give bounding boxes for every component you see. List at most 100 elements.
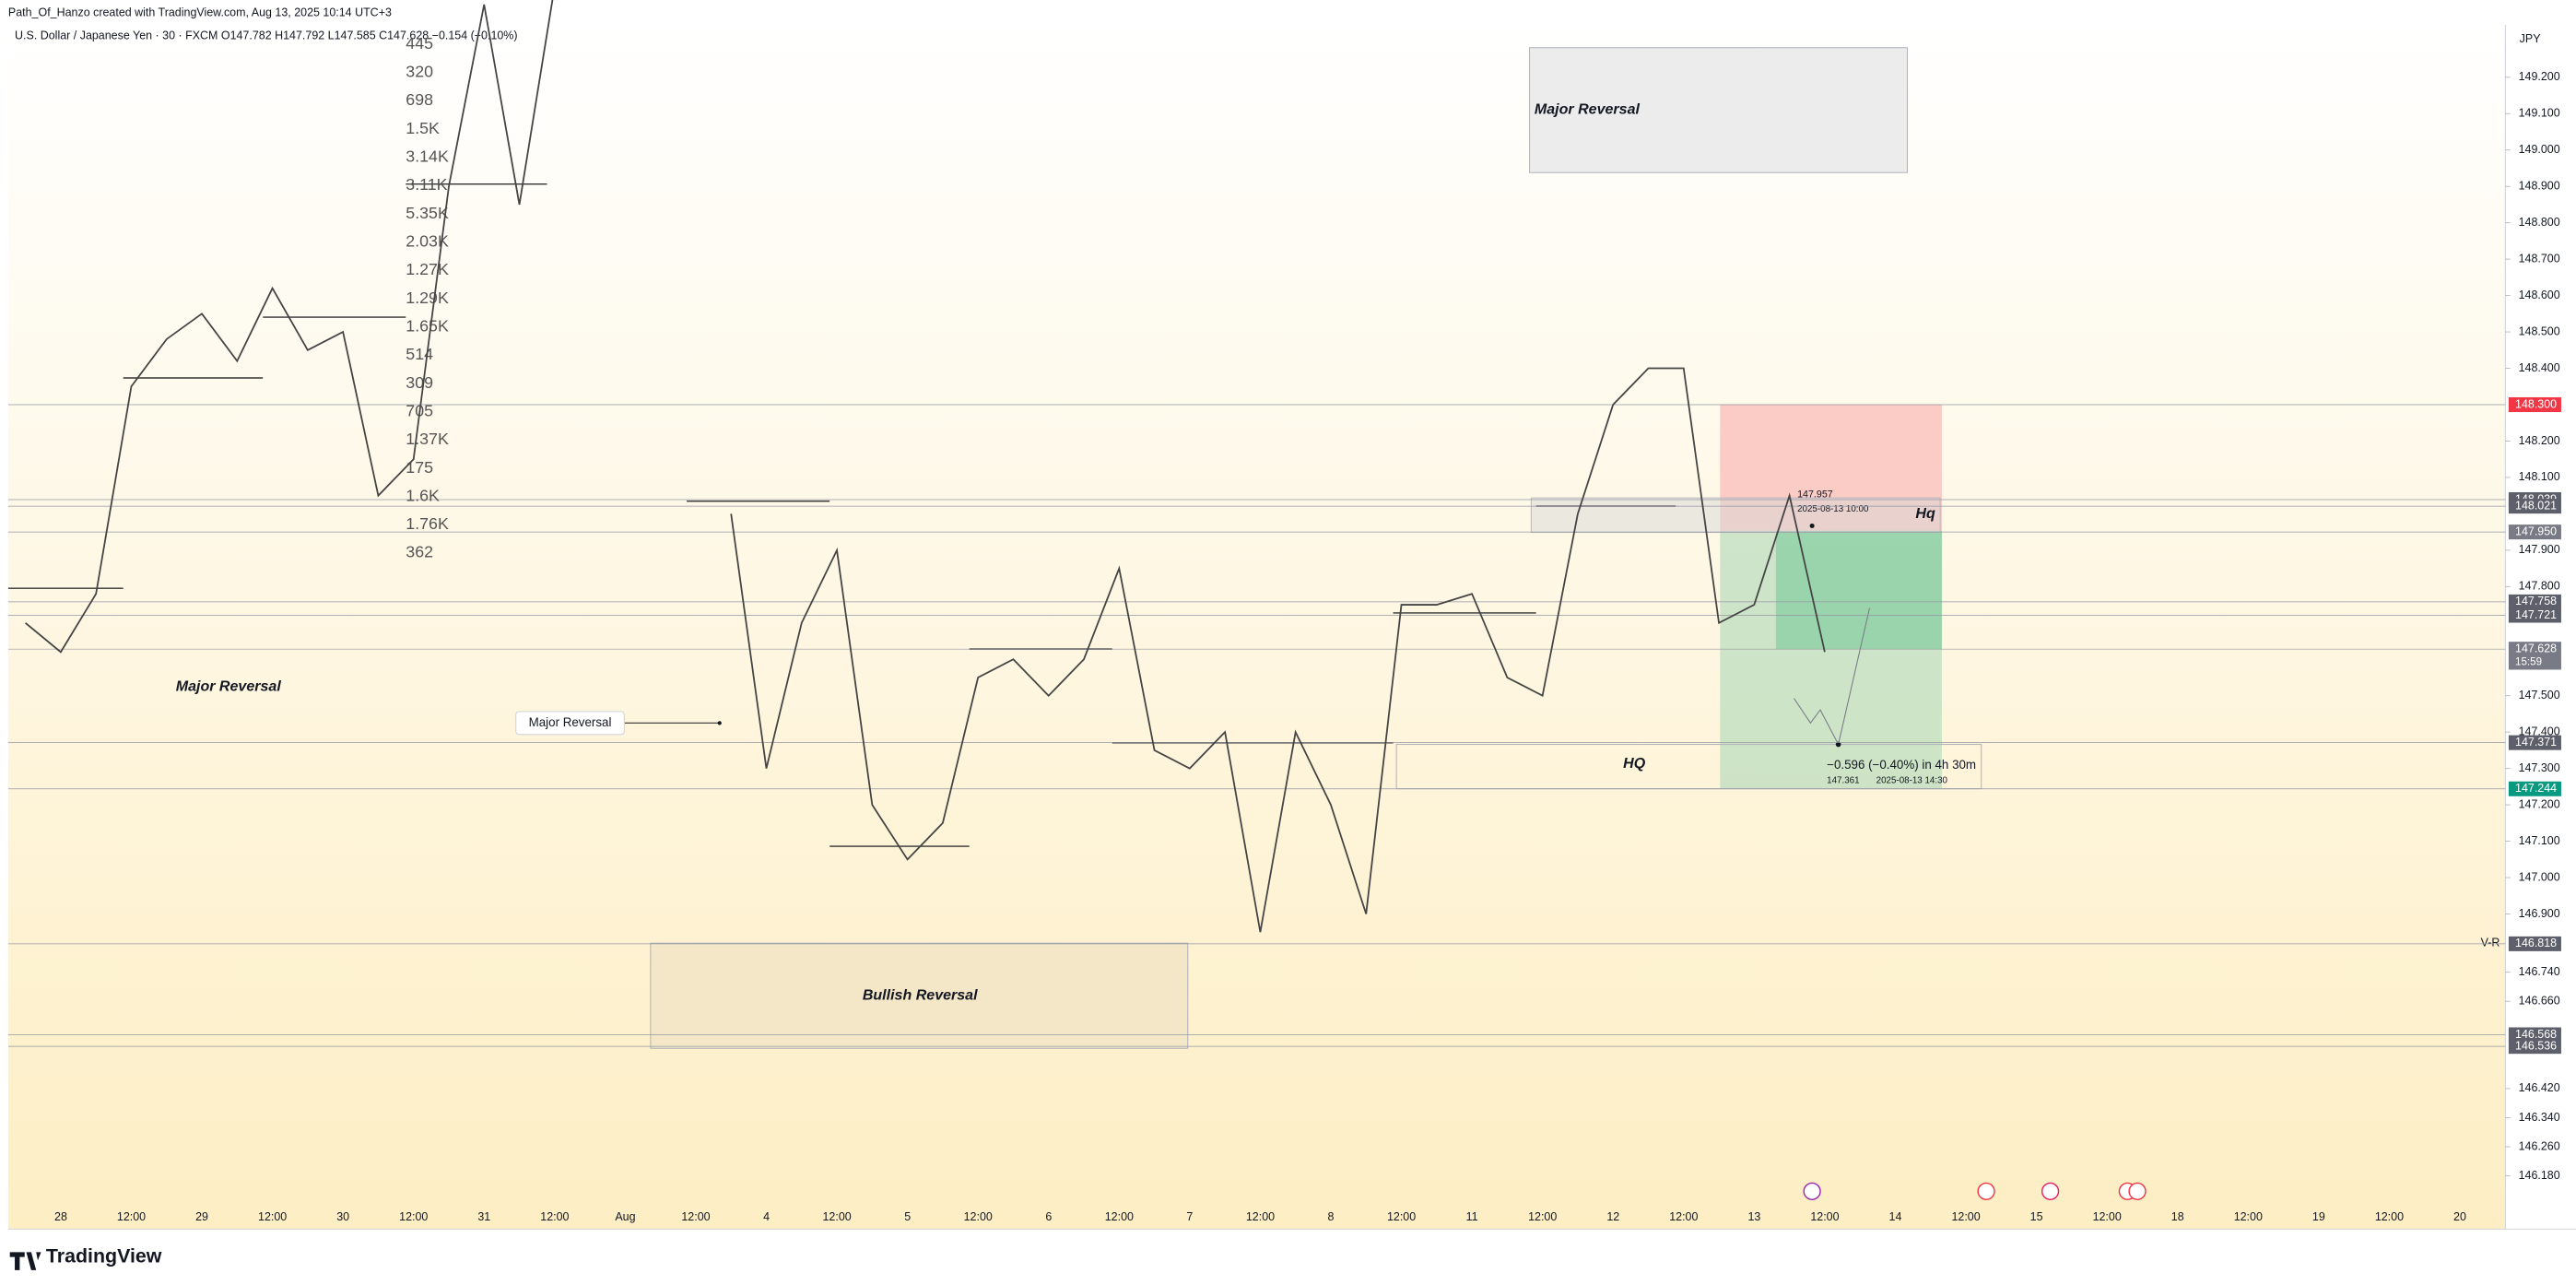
price-tag-label: 146.568 [2515, 1028, 2557, 1041]
time-tick-label: 11 [1466, 1210, 1478, 1223]
price-tag-label: 146.818 [2515, 937, 2557, 949]
time-tick-label: 19 [2312, 1210, 2325, 1223]
time-tick-label: 12:00 [2375, 1210, 2404, 1223]
volume-label: 698 [406, 90, 433, 109]
time-tick-label: 12:00 [540, 1210, 569, 1223]
label-text: Major Reversal [529, 715, 612, 729]
price-tag [2508, 607, 2561, 623]
time-tick-label: 31 [477, 1210, 490, 1223]
price-line [25, 0, 554, 654]
countdown: 15:59 [2515, 657, 2542, 668]
time-tick-label: 12:00 [823, 1210, 852, 1223]
price-tick-label: 147.800 [2519, 580, 2560, 593]
time-tick-label: 5 [904, 1210, 911, 1223]
point-marker [1809, 523, 1815, 528]
price-tick-label: 146.740 [2519, 965, 2560, 978]
price-tick-label: 147.000 [2519, 870, 2560, 883]
price-tag [2508, 499, 2561, 514]
time-tick-label: 7 [1186, 1210, 1193, 1223]
volume-label: 514 [406, 345, 433, 363]
time-tick-label: 18 [2171, 1210, 2184, 1223]
price-tick-label: 148.600 [2519, 289, 2560, 301]
volume-label: 1.65K [406, 316, 449, 335]
price-tick-label: 146.900 [2519, 907, 2560, 920]
time-tick-label: 12:00 [1528, 1210, 1557, 1223]
hq-zone [1530, 497, 1941, 534]
price-tag [2508, 735, 2561, 750]
price-tick-label: 148.700 [2519, 252, 2560, 265]
price-tick-label: 146.340 [2519, 1111, 2560, 1124]
price-tick-label: 146.260 [2519, 1139, 2560, 1152]
price-tag-label: 148.300 [2515, 397, 2557, 410]
price-tick-label: 147.100 [2519, 834, 2560, 847]
price-tick-label: 149.100 [2519, 107, 2560, 120]
time-tick-label: 30 [336, 1210, 349, 1223]
point-time: 2025-08-13 10:00 [1797, 504, 1869, 514]
projection-path [1794, 607, 1871, 747]
price-tag-label: 147.628 [2515, 642, 2557, 654]
price-tag-label: 148.021 [2515, 499, 2557, 512]
time-tick-label: 12:00 [117, 1210, 146, 1223]
time-tick-label: 12:00 [681, 1210, 710, 1223]
price-tag-label: 147.950 [2515, 525, 2557, 537]
measure-change: −0.596 (−0.40%) in 4h 30m [1827, 758, 1976, 772]
volume-label: 5.35K [406, 204, 449, 222]
price-tick-label: 147.200 [2519, 797, 2560, 810]
currency: JPY [2520, 32, 2542, 45]
event-icon [2041, 1182, 2060, 1200]
price-tick-label: 147.300 [2519, 761, 2560, 774]
price-tick-label: 149.200 [2519, 70, 2560, 83]
price-tag-label: 147.244 [2515, 782, 2557, 795]
volume-label: 309 [406, 373, 433, 392]
price-tick-label: 147.900 [2519, 543, 2560, 556]
event-icon [1803, 1182, 1821, 1200]
time-tick-label: 12:00 [1105, 1210, 1134, 1223]
price-tag [2508, 396, 2561, 413]
price-tag [2508, 642, 2561, 670]
price-tag [2508, 1027, 2561, 1043]
time-tick-label: 12:00 [1387, 1210, 1416, 1223]
price-tick-label: 147.500 [2519, 689, 2560, 701]
time-tick-label: 8 [1328, 1210, 1335, 1223]
author-line: Path_Of_Hanzo created with TradingView.c… [8, 6, 392, 19]
price-tick-label: 147.400 [2519, 725, 2560, 737]
time-tick-label: 12:00 [399, 1210, 428, 1223]
time-tick-label: 15 [2030, 1210, 2043, 1223]
price-tick-label: 148.500 [2519, 324, 2560, 337]
chart-pane [7, 24, 2506, 1230]
time-tick-label: 12:00 [1669, 1210, 1698, 1223]
volume-label: 1.37K [406, 430, 449, 448]
time-tick-label: 13 [1747, 1210, 1760, 1223]
projection-point [1835, 741, 1841, 748]
price-tick-label: 146.660 [2519, 995, 2560, 1008]
time-tick-label: 29 [195, 1210, 208, 1223]
time-tick-label: 12:00 [258, 1210, 287, 1223]
measure-time: 2025-08-13 14:30 [1876, 775, 1948, 785]
point-price: 147.957 [1797, 489, 1833, 500]
time-tick-label: 12:00 [1246, 1210, 1275, 1223]
event-icon [2128, 1182, 2147, 1200]
annotation: V-R [2481, 936, 2500, 949]
price-tag [2508, 525, 2561, 540]
price-tick-label: 148.900 [2519, 180, 2560, 193]
price-tick-label: 149.000 [2519, 143, 2560, 156]
label-anchor [717, 721, 722, 725]
price-tick-label: 146.180 [2519, 1169, 2560, 1182]
time-tick-label: 28 [54, 1210, 67, 1223]
measure-price: 147.361 [1827, 775, 1859, 785]
price-tick-label: 148.200 [2519, 434, 2560, 447]
brand-name: TradingView [46, 1244, 162, 1267]
price-tag [2508, 781, 2561, 796]
label-box [515, 711, 625, 736]
annotation: Bullish Reversal [863, 986, 978, 1003]
price-tag-label: 147.371 [2515, 736, 2557, 749]
time-tick-label: 12 [1606, 1210, 1619, 1223]
event-icon [1977, 1182, 1995, 1200]
time-tick-label: 6 [1045, 1210, 1052, 1223]
time-tick-label: 12:00 [2093, 1210, 2122, 1223]
volume-label: 2.03K [406, 231, 449, 250]
volume-label: 445 [406, 34, 433, 53]
volume-label: 362 [406, 543, 433, 561]
time-tick-label: 14 [1889, 1210, 1902, 1223]
